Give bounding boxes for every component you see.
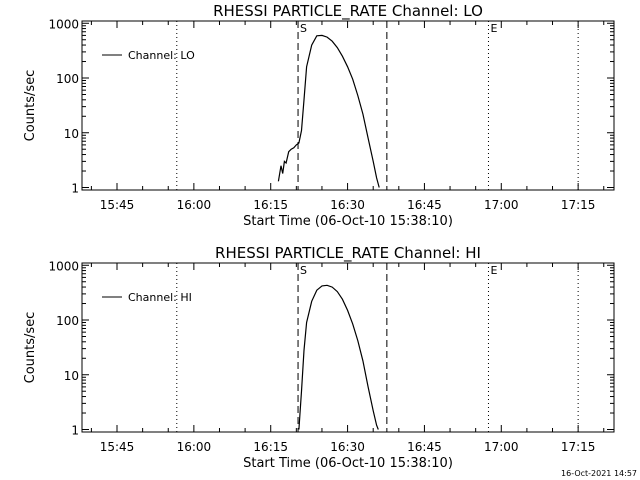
legend-entry: Channel: LO: [128, 49, 195, 62]
y-tick-label: 1: [71, 423, 79, 437]
x-axis-label: Start Time (06-Oct-10 15:38:10): [243, 214, 453, 229]
y-tick-label: 100: [56, 72, 79, 86]
y-axis-label: Counts/sec: [23, 70, 38, 142]
y-tick-label: 1000: [48, 259, 79, 273]
x-tick-label: 16:30: [330, 440, 365, 454]
marker-label: E: [490, 264, 497, 277]
series-line: [277, 34, 380, 188]
y-tick-label: 1: [71, 181, 79, 195]
chart-title: RHESSI PARTICLE_RATE Channel: LO: [213, 2, 483, 21]
y-tick-label: 10: [64, 127, 79, 141]
x-tick-label: 15:45: [100, 198, 135, 212]
x-tick-label: 16:15: [253, 440, 288, 454]
plot-frame: [81, 262, 615, 433]
x-tick-label: 16:45: [407, 440, 442, 454]
legend-entry: Channel: HI: [128, 291, 192, 304]
x-tick-label: 17:15: [561, 440, 596, 454]
x-tick-label: 17:00: [484, 440, 519, 454]
x-tick-label: 16:45: [407, 198, 442, 212]
chart-panel-hi: RHESSI PARTICLE_RATE Channel: HI 15:45 16:…: [23, 244, 615, 471]
footer-timestamp: 16-Oct-2021 14:57: [561, 469, 637, 478]
marker-label: S: [300, 22, 307, 35]
series-line: [298, 284, 379, 430]
x-tick-label: 17:00: [484, 198, 519, 212]
y-tick-label: 10: [64, 369, 79, 383]
x-tick-label: 15:45: [100, 440, 135, 454]
y-tick-label: 100: [56, 314, 79, 328]
x-tick-label: 16:15: [253, 198, 288, 212]
chart-title: RHESSI PARTICLE_RATE Channel: HI: [215, 244, 481, 263]
x-tick-label: 17:15: [561, 198, 596, 212]
y-tick-label: 1000: [48, 17, 79, 31]
plot-frame: [81, 20, 615, 191]
y-axis-label: Counts/sec: [23, 312, 38, 384]
marker-label: S: [300, 264, 307, 277]
chart-panel-lo: RHESSI PARTICLE_RATE Channel: LO 15:45 16:…: [23, 2, 615, 229]
marker-label: E: [490, 22, 497, 35]
x-axis-label: Start Time (06-Oct-10 15:38:10): [243, 456, 453, 471]
x-tick-label: 16:00: [177, 440, 212, 454]
x-tick-label: 16:00: [177, 198, 212, 212]
x-tick-label: 16:30: [330, 198, 365, 212]
